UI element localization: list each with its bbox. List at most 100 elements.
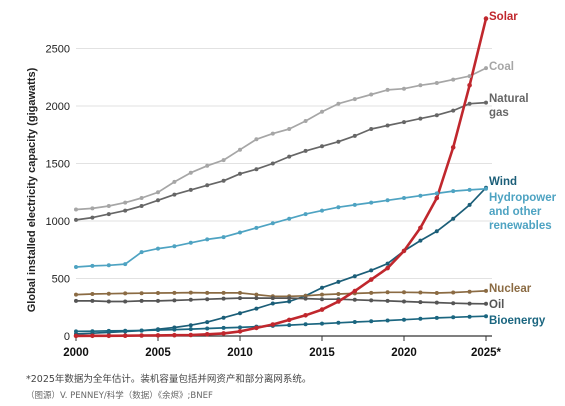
series-label-coal: Coal	[489, 61, 514, 73]
x-tick-label: 2020	[391, 347, 417, 359]
data-point-solar	[90, 333, 95, 339]
data-point-hydropower-and-other-renewables	[205, 237, 210, 242]
series-label-nuclear: Nuclear	[489, 283, 532, 295]
data-point-coal	[418, 83, 423, 88]
data-point-solar	[434, 195, 440, 201]
data-point-hydropower-and-other-renewables	[123, 262, 128, 267]
y-tick-label: 1000	[46, 216, 70, 228]
data-point-wind	[467, 202, 472, 207]
series-label-hydropower-and-other-renewables: renewables	[489, 220, 552, 232]
data-point-solar	[155, 333, 161, 338]
data-point-coal	[139, 196, 144, 200]
data-point-nuclear	[172, 290, 177, 295]
data-point-wind	[287, 299, 292, 304]
data-point-oil	[156, 298, 160, 303]
series-label-natural-gas: Natural	[489, 93, 529, 105]
data-point-bioenergy	[418, 316, 423, 321]
series-label-solar: Solar	[489, 11, 518, 23]
data-point-hydropower-and-other-renewables	[238, 230, 242, 235]
data-point-natural-gas	[90, 215, 95, 220]
data-point-natural-gas	[320, 144, 324, 149]
x-tick-label: 2015	[309, 347, 335, 359]
data-point-nuclear	[484, 288, 488, 293]
data-point-solar	[401, 248, 407, 254]
data-point-hydropower-and-other-renewables	[451, 189, 456, 194]
data-point-coal	[320, 109, 324, 114]
data-point-oil	[352, 297, 357, 302]
data-point-hydropower-and-other-renewables	[336, 205, 341, 210]
data-point-wind	[352, 274, 357, 279]
data-point-coal	[254, 137, 259, 142]
data-point-nuclear	[74, 292, 78, 297]
data-point-wind	[221, 315, 226, 320]
data-point-coal	[123, 200, 128, 205]
data-point-coal	[287, 127, 292, 131]
data-point-bioenergy	[369, 319, 374, 324]
data-point-solar	[270, 322, 276, 327]
data-point-nuclear	[139, 291, 144, 296]
data-point-nuclear	[434, 291, 439, 295]
series-label-bioenergy: Bioenergy	[489, 315, 546, 327]
data-point-oil	[303, 296, 308, 301]
data-point-hydropower-and-other-renewables	[467, 187, 472, 192]
data-point-coal	[434, 81, 439, 85]
data-point-hydropower-and-other-renewables	[270, 221, 275, 226]
data-point-nuclear	[106, 291, 111, 296]
data-point-solar	[467, 83, 472, 88]
data-point-solar	[237, 329, 243, 334]
data-point-solar	[385, 265, 390, 271]
data-point-hydropower-and-other-renewables	[106, 263, 111, 268]
data-point-wind	[254, 306, 259, 311]
y-tick-label: 2000	[46, 101, 70, 113]
data-point-coal	[451, 77, 456, 82]
data-point-natural-gas	[484, 100, 488, 105]
data-point-nuclear	[467, 289, 472, 294]
data-point-oil	[385, 298, 390, 303]
data-point-solar	[254, 325, 259, 331]
data-point-hydropower-and-other-renewables	[221, 235, 226, 240]
data-point-oil	[221, 296, 226, 301]
data-point-hydropower-and-other-renewables	[188, 240, 193, 245]
data-point-wind	[270, 301, 275, 306]
data-point-natural-gas	[336, 139, 341, 144]
data-point-wind	[451, 216, 456, 221]
data-point-oil	[254, 296, 259, 301]
data-point-bioenergy	[484, 314, 488, 319]
data-point-nuclear	[188, 290, 193, 295]
data-point-oil	[123, 299, 128, 304]
data-point-natural-gas	[172, 192, 177, 197]
data-point-hydropower-and-other-renewables	[172, 244, 177, 249]
x-tick-label: 2010	[227, 347, 253, 359]
data-point-natural-gas	[106, 212, 111, 217]
data-point-hydropower-and-other-renewables	[352, 202, 357, 207]
data-point-bioenergy	[336, 320, 341, 325]
data-point-natural-gas	[467, 101, 472, 106]
data-point-nuclear	[221, 290, 226, 295]
data-point-bioenergy	[90, 329, 95, 334]
series-line-oil	[75, 297, 487, 305]
data-point-bioenergy	[221, 325, 226, 330]
data-point-hydropower-and-other-renewables	[418, 193, 423, 198]
data-point-hydropower-and-other-renewables	[484, 186, 488, 191]
data-point-natural-gas	[270, 161, 275, 166]
data-point-coal	[221, 158, 226, 163]
data-point-nuclear	[385, 290, 390, 295]
x-tick-label: 2005	[145, 347, 171, 359]
data-point-natural-gas	[451, 108, 456, 113]
data-point-oil	[238, 296, 242, 301]
data-point-wind	[369, 268, 374, 273]
data-point-hydropower-and-other-renewables	[303, 212, 308, 217]
data-point-hydropower-and-other-renewables	[369, 200, 374, 205]
data-point-solar	[336, 299, 341, 304]
data-point-hydropower-and-other-renewables	[287, 216, 292, 221]
data-point-solar	[450, 145, 456, 150]
data-point-natural-gas	[402, 120, 406, 125]
data-point-natural-gas	[369, 127, 374, 131]
data-point-oil	[188, 297, 193, 302]
source-credit: （图源）V. PENNEY/科学（数据）《余烬》;BNEF	[26, 391, 213, 401]
data-point-coal	[352, 97, 357, 102]
data-point-solar	[204, 332, 210, 337]
series-line-natural-gas	[75, 101, 487, 221]
footnote: *2025年数据为全年估计。装机容量包括并网资产和部分离网系统。	[26, 374, 312, 385]
data-point-oil	[287, 296, 292, 301]
